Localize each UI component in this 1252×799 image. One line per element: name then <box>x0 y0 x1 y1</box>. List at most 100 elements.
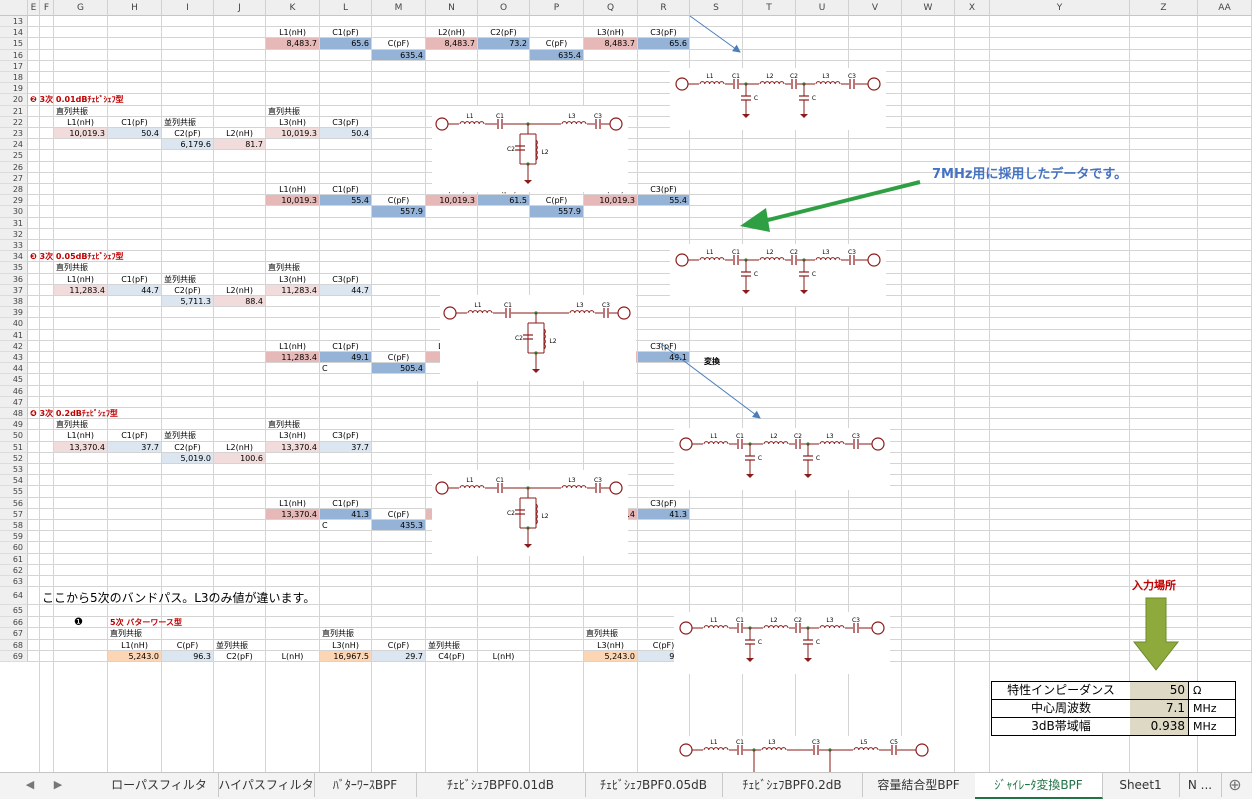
cell-Q14[interactable]: L3(nH) <box>597 28 624 38</box>
column-header-X[interactable]: X <box>955 0 990 16</box>
cell-N15[interactable]: 8,483.7 <box>426 38 477 49</box>
cell-H36[interactable]: C1(pF) <box>121 274 148 284</box>
column-header-L[interactable]: L <box>320 0 372 16</box>
cell-R56[interactable]: C3(pF) <box>650 498 677 508</box>
row-header-59[interactable]: 59 <box>0 531 28 543</box>
cell-N68[interactable]: 並列共振 <box>428 640 460 650</box>
param-value-input[interactable]: 0.938 <box>1130 718 1189 735</box>
cell-O69[interactable]: L(nH) <box>492 651 515 661</box>
row-header-55[interactable]: 55 <box>0 486 28 498</box>
sheet-tab[interactable]: ローパスフィルタ <box>100 773 219 797</box>
cell-L36[interactable]: C3(pF) <box>332 274 359 284</box>
row-header-48[interactable]: 48 <box>0 408 28 420</box>
cell-J68[interactable]: 並列共振 <box>216 640 248 650</box>
cell-R57[interactable]: 41.3 <box>638 508 689 519</box>
cell-R14[interactable]: C3(pF) <box>650 28 677 38</box>
cell-G21[interactable]: 直列共振 <box>56 106 88 116</box>
cell-P16[interactable]: 635.4 <box>530 49 583 60</box>
cell-R28[interactable]: C3(pF) <box>650 185 677 194</box>
row-header-69[interactable]: 69 <box>0 650 28 662</box>
row-header-22[interactable]: 22 <box>0 116 28 128</box>
cell-K28[interactable]: L1(nH) <box>279 185 306 194</box>
cell-Q67[interactable]: 直列共振 <box>586 629 618 639</box>
cell-I36[interactable]: 並列共振 <box>164 274 196 284</box>
cell-I51[interactable]: C2(pF) <box>174 442 201 452</box>
cell-P15[interactable]: C(pF) <box>545 39 568 49</box>
column-header-N[interactable]: N <box>426 0 478 16</box>
row-header-50[interactable]: 50 <box>0 430 28 442</box>
column-header-F[interactable]: F <box>40 0 54 16</box>
cell-K43[interactable]: 11,283.4 <box>266 352 319 363</box>
cell-L43[interactable]: 49.1 <box>320 352 371 363</box>
cell-R29[interactable]: 55.4 <box>638 195 689 206</box>
cell-K15[interactable]: 8,483.7 <box>266 38 319 49</box>
column-header-K[interactable]: K <box>266 0 320 16</box>
next-sheet-icon[interactable]: ▶ <box>53 778 63 791</box>
cell-K56[interactable]: L1(nH) <box>279 498 306 508</box>
cell-K21[interactable]: 直列共振 <box>268 106 300 116</box>
cell-L15[interactable]: 65.6 <box>320 38 371 49</box>
cell-L68[interactable]: L3(nH) <box>332 640 359 650</box>
row-header-33[interactable]: 33 <box>0 240 28 252</box>
cell-K51[interactable]: 13,370.4 <box>266 441 319 452</box>
cell-L50[interactable]: C3(pF) <box>332 431 359 441</box>
cell-L29[interactable]: 55.4 <box>320 195 371 206</box>
cell-G50[interactable]: L1(nH) <box>67 431 94 441</box>
row-header-58[interactable]: 58 <box>0 520 28 532</box>
row-header-18[interactable]: 18 <box>0 72 28 84</box>
row-header-61[interactable]: 61 <box>0 553 28 565</box>
row-header-57[interactable]: 57 <box>0 508 28 520</box>
cell-J37[interactable]: L2(nH) <box>226 285 253 295</box>
row-header-43[interactable]: 43 <box>0 352 28 364</box>
column-header-E[interactable]: E <box>28 0 40 16</box>
cell-P29[interactable]: C(pF) <box>545 196 568 206</box>
row-header-52[interactable]: 52 <box>0 452 28 464</box>
row-header-17[interactable]: 17 <box>0 60 28 72</box>
row-header-14[interactable]: 14 <box>0 27 28 39</box>
sheet-tab[interactable]: N ... <box>1179 773 1222 797</box>
cell-J69[interactable]: C2(pF) <box>226 651 253 661</box>
row-header-42[interactable]: 42 <box>0 340 28 352</box>
cell-I23[interactable]: C2(pF) <box>174 129 201 138</box>
cell-K42[interactable]: L1(nH) <box>279 341 306 351</box>
cell-M15[interactable]: C(pF) <box>387 39 410 49</box>
cell-K50[interactable]: L3(nH) <box>279 431 306 441</box>
row-header-21[interactable]: 21 <box>0 105 28 117</box>
cell-G22[interactable]: L1(nH) <box>67 117 94 127</box>
cell-O29[interactable]: 61.5 <box>478 195 529 206</box>
sheet-tab[interactable]: ﾊﾞﾀｰﾜｰｽBPF <box>314 773 417 797</box>
row-header-23[interactable]: 23 <box>0 128 28 140</box>
row-header-27[interactable]: 27 <box>0 172 28 184</box>
cell-Q29[interactable]: 10,019.3 <box>584 195 637 206</box>
cell-L44[interactable]: C <box>322 364 328 374</box>
column-header-U[interactable]: U <box>796 0 849 16</box>
cell-K69[interactable]: L(nH) <box>281 651 304 661</box>
sheet-tab[interactable]: ﾁｪﾋﾞｼｪﾌBPF0.05dB <box>585 773 723 797</box>
row-header-24[interactable]: 24 <box>0 139 28 151</box>
column-header-AA[interactable]: AA <box>1198 0 1252 16</box>
cell-N29[interactable]: 10,019.3 <box>426 195 477 206</box>
add-sheet-icon[interactable]: ⊕ <box>1228 775 1242 794</box>
row-header-32[interactable]: 32 <box>0 228 28 240</box>
row-header-16[interactable]: 16 <box>0 49 28 61</box>
row-header-15[interactable]: 15 <box>0 38 28 50</box>
cell-I38[interactable]: 5,711.3 <box>162 296 213 307</box>
cell-G35[interactable]: 直列共振 <box>56 263 88 273</box>
column-header-H[interactable]: H <box>108 0 162 16</box>
row-header-26[interactable]: 26 <box>0 161 28 173</box>
row-header-41[interactable]: 41 <box>0 329 28 341</box>
row-header-44[interactable]: 44 <box>0 363 28 375</box>
row-header-13[interactable]: 13 <box>0 16 28 28</box>
cell-K22[interactable]: L3(nH) <box>279 117 306 127</box>
cell-I69[interactable]: 96.3 <box>162 650 213 661</box>
column-header-T[interactable]: T <box>743 0 796 16</box>
cell-M58[interactable]: 435.3 <box>372 520 425 531</box>
sheet-tab[interactable]: 容量結合型BPF <box>862 773 976 797</box>
cell-H50[interactable]: C1(pF) <box>121 431 148 441</box>
column-header-V[interactable]: V <box>849 0 902 16</box>
cell-K49[interactable]: 直列共振 <box>268 420 300 430</box>
cell-J51[interactable]: L2(nH) <box>226 442 253 452</box>
row-header-29[interactable]: 29 <box>0 195 28 207</box>
cell-M57[interactable]: C(pF) <box>387 509 410 519</box>
row-header-63[interactable]: 63 <box>0 576 28 588</box>
